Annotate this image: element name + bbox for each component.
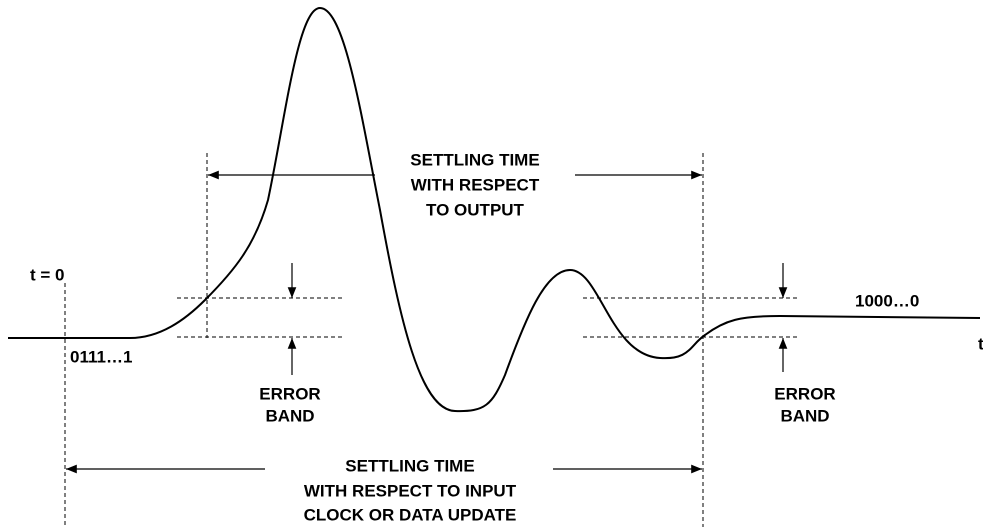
start-code: 0111…1 — [70, 347, 132, 366]
settling-input-label: CLOCK OR DATA UPDATE — [304, 505, 517, 524]
settling-input-label: WITH RESPECT TO INPUT — [304, 481, 517, 500]
settling-input-label: SETTLING TIME — [345, 456, 474, 475]
settling-output-label: SETTLING TIME — [410, 150, 539, 169]
error-band-label: ERROR — [259, 384, 320, 403]
settling-output-label: WITH RESPECT — [411, 175, 540, 194]
t0-label: t = 0 — [30, 265, 65, 284]
settling-output-label: TO OUTPUT — [426, 200, 525, 219]
waveform — [8, 6, 981, 413]
error-band-label: ERROR — [774, 384, 835, 403]
error-band-label: BAND — [265, 406, 314, 425]
time-axis-label: t — [978, 334, 983, 353]
error-band-label: BAND — [780, 406, 829, 425]
end-code: 1000…0 — [855, 291, 919, 310]
